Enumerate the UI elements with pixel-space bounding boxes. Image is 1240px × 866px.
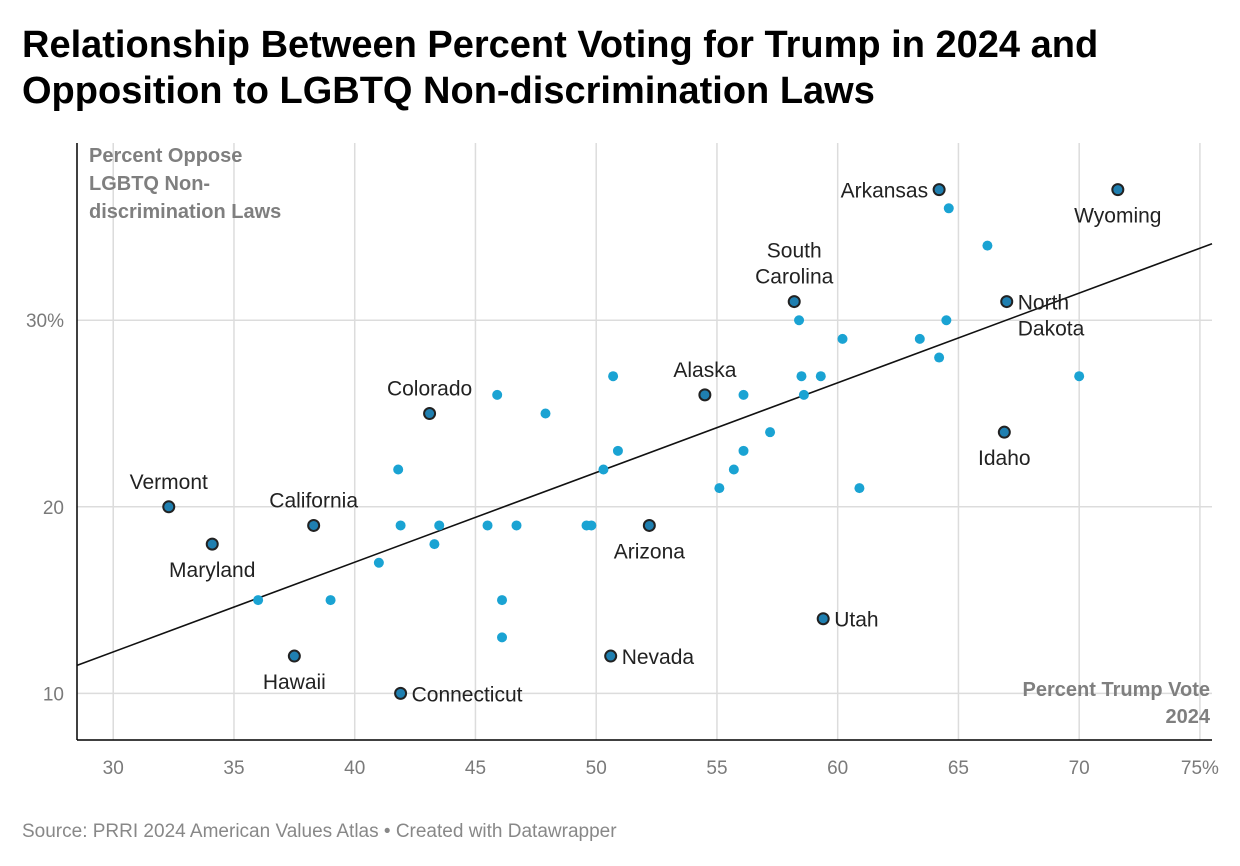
data-point <box>728 464 739 475</box>
data-point <box>598 464 609 475</box>
x-tick-label: 30 <box>103 758 124 779</box>
x-tick-label: 45 <box>465 758 486 779</box>
point-label: Maryland <box>169 559 255 582</box>
data-point <box>429 539 440 550</box>
data-point <box>941 315 952 326</box>
point-label: Utah <box>834 609 878 632</box>
y-axis-title: Percent Oppose LGBTQ Non-discrimination L… <box>89 145 281 223</box>
data-point <box>1074 371 1085 382</box>
data-point <box>714 483 725 494</box>
data-point <box>854 483 865 494</box>
data-point <box>608 371 619 382</box>
highlighted-point <box>932 183 946 197</box>
points-group <box>162 183 1125 700</box>
point-label: Alaska <box>673 359 736 382</box>
x-tick-label: 65 <box>948 758 969 779</box>
data-point <box>798 389 809 400</box>
point-label: Colorado <box>387 378 472 401</box>
trend-line-group <box>76 242 1213 667</box>
data-point <box>794 315 805 326</box>
data-point <box>492 389 503 400</box>
data-point <box>982 240 993 251</box>
data-point <box>482 520 493 531</box>
point-label: California <box>269 489 358 512</box>
chart-title: Relationship Between Percent Voting for … <box>22 24 1099 112</box>
point-label: Vermont <box>130 471 208 494</box>
x-tick-label: 60 <box>827 758 848 779</box>
x-tick-label: 40 <box>344 758 365 779</box>
gridlines <box>77 143 1212 740</box>
highlighted-point <box>162 500 176 514</box>
data-point <box>253 595 264 606</box>
x-tick-label: 55 <box>706 758 727 779</box>
data-point <box>325 595 336 606</box>
x-tick-label: 35 <box>223 758 244 779</box>
highlighted-point <box>287 649 301 663</box>
trend-line <box>76 242 1213 667</box>
x-tick-label: 75% <box>1181 758 1219 779</box>
point-label: North Dakota <box>1018 292 1085 341</box>
point-label: Arkansas <box>841 180 929 203</box>
highlighted-point <box>423 407 437 421</box>
highlighted-point <box>1111 183 1125 197</box>
point-label: Hawaii <box>263 671 326 694</box>
point-label: South Carolina <box>755 240 834 289</box>
highlighted-point <box>816 612 830 626</box>
data-point <box>540 408 551 419</box>
data-point <box>765 427 776 438</box>
data-point <box>497 632 508 643</box>
highlighted-point <box>394 686 408 700</box>
data-point <box>837 333 848 344</box>
axes: 30 35 40 45 50 55 60 65 70 75% 10 20 30% Percent Oppo… <box>26 143 1219 779</box>
x-axis-title: Percent Trump Vote 2024 <box>1023 679 1211 728</box>
x-tick-label: 50 <box>586 758 607 779</box>
point-label: Nevada <box>622 646 695 669</box>
highlighted-point <box>1000 295 1014 309</box>
highlighted-point <box>307 518 321 532</box>
data-point <box>393 464 404 475</box>
data-point <box>934 352 945 363</box>
data-point <box>914 333 925 344</box>
data-point <box>815 371 826 382</box>
data-point <box>612 445 623 456</box>
highlighted-point <box>787 295 801 309</box>
highlighted-point <box>642 518 656 532</box>
highlighted-point <box>604 649 618 663</box>
source-note: Source: PRRI 2024 American Values Atlas … <box>22 821 617 842</box>
data-point <box>738 445 749 456</box>
highlighted-point <box>205 537 219 551</box>
point-label: Arizona <box>614 540 686 563</box>
point-label: Idaho <box>978 447 1031 470</box>
data-point <box>511 520 522 531</box>
labels-group: Arkansas Wyoming South Carolina North Dakota A… <box>130 180 1162 707</box>
point-label: Connecticut <box>412 683 523 706</box>
y-tick-label: 10 <box>43 684 64 705</box>
data-point <box>943 203 954 214</box>
data-point <box>497 595 508 606</box>
highlighted-point <box>698 388 712 402</box>
x-tick-label: 70 <box>1069 758 1090 779</box>
point-label: Wyoming <box>1074 205 1161 228</box>
data-point <box>796 371 807 382</box>
highlighted-point <box>997 425 1011 439</box>
data-point <box>434 520 445 531</box>
data-point <box>395 520 406 531</box>
data-point <box>738 389 749 400</box>
y-tick-label: 30% <box>26 311 64 332</box>
data-point <box>586 520 597 531</box>
data-point <box>373 557 384 568</box>
y-tick-label: 20 <box>43 498 64 519</box>
